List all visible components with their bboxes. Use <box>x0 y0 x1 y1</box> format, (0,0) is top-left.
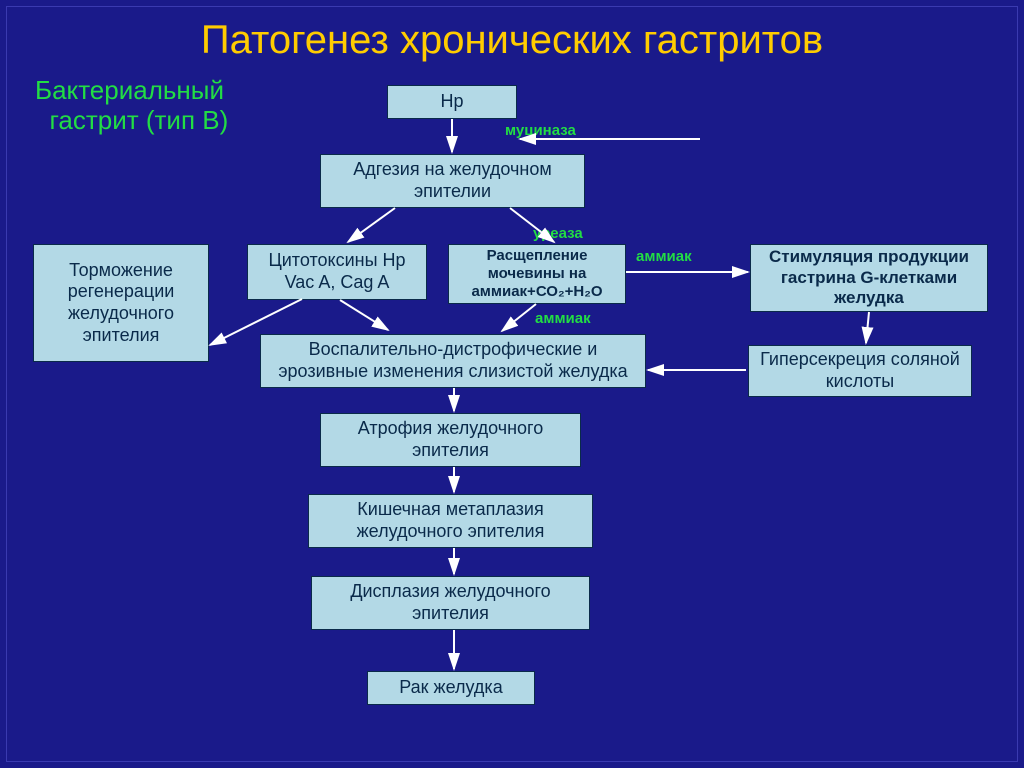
subtitle-line1: Бактериальный <box>35 75 224 105</box>
node-stimul: Стимуляция продукции гастрина G-клетками… <box>750 244 988 312</box>
node-adgezia: Адгезия на желудочном эпителии <box>320 154 585 208</box>
node-rak: Рак желудка <box>367 671 535 705</box>
label-ammiak2: аммиак <box>535 310 591 327</box>
page-title: Патогенез хронических гастритов <box>0 18 1024 63</box>
node-citotox: Цитотоксины Hp Vac A, Cag A <box>247 244 427 300</box>
node-vospal: Воспалительно-дистрофические и эрозивные… <box>260 334 646 388</box>
node-tormoz: Торможение регенерации желудочного эпите… <box>33 244 209 362</box>
node-hp: Hp <box>387 85 517 119</box>
subtitle-line2: гастрит (тип В) <box>49 105 228 135</box>
label-ureaza: уреаза <box>533 225 583 242</box>
label-mucinaza: муциназа <box>505 122 576 139</box>
node-urea: Расщепление мочевины на аммиак+СО₂+Н₂О <box>448 244 626 304</box>
node-hyperse: Гиперсекреция соляной кислоты <box>748 345 972 397</box>
label-ammiak1: аммиак <box>636 248 692 265</box>
node-displaz: Дисплазия желудочного эпителия <box>311 576 590 630</box>
node-atrofia: Атрофия желудочного эпителия <box>320 413 581 467</box>
node-metaplaz: Кишечная метаплазия желудочного эпителия <box>308 494 593 548</box>
subtitle: Бактериальный гастрит (тип В) <box>35 76 228 136</box>
